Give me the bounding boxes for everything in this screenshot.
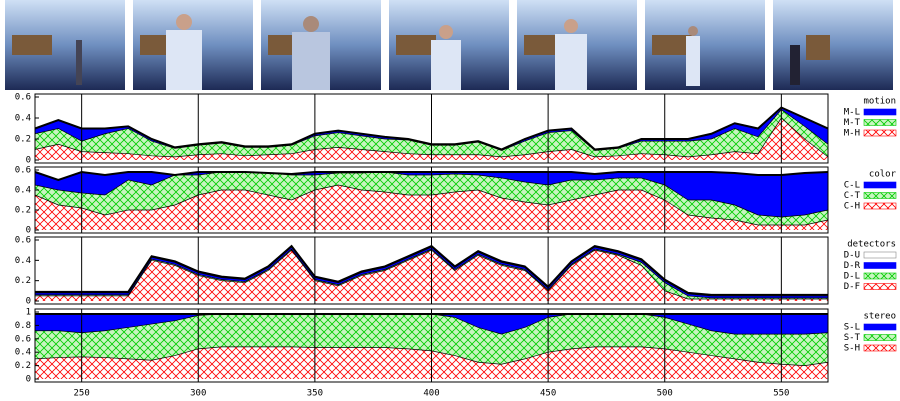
thumbnail	[517, 0, 637, 90]
x-tick-label: 500	[657, 389, 673, 399]
y-tick-label: 0.8	[15, 321, 31, 331]
y-tick-label: 0.2	[15, 206, 31, 216]
thumbnail	[645, 0, 765, 90]
thumbnail	[261, 0, 381, 90]
legend-swatch	[864, 182, 896, 188]
thumbnail	[5, 0, 125, 90]
legend-label: C-H	[844, 202, 860, 212]
legend-swatch	[864, 263, 896, 269]
panel: 0 0.2 0.4 0.6 color C-LC-TC-H	[15, 166, 897, 236]
legend-swatch	[864, 252, 896, 258]
y-tick-label: 0.6	[15, 93, 31, 103]
y-tick-label: 0.4	[15, 348, 31, 358]
legend-title: motion	[863, 97, 896, 107]
legend-swatch	[864, 284, 896, 290]
y-tick-label: 0.2	[15, 135, 31, 145]
legend-title: detectors	[847, 240, 896, 250]
thumbnail	[133, 0, 253, 90]
x-tick-label: 400	[423, 389, 439, 399]
legend-label: M-T	[844, 118, 861, 128]
legend-swatch	[864, 120, 896, 126]
legend-swatch	[864, 203, 896, 209]
y-tick-label: 0.4	[15, 186, 31, 196]
y-tick-label: 0.6	[15, 236, 31, 246]
legend-swatch	[864, 273, 896, 279]
legend-label: D-L	[844, 272, 860, 282]
legend-label: S-T	[844, 333, 861, 343]
chart: 0 0.2 0.4 0.6 motionM-LM-TM-H 0 0.2 0.4 0.6 color…	[0, 0, 900, 401]
legend-swatch	[864, 335, 896, 341]
legend-label: M-H	[844, 129, 860, 139]
legend-swatch	[864, 345, 896, 351]
y-tick-label: 0.6	[15, 166, 31, 176]
y-tick-label: 0	[26, 297, 31, 307]
thumbnails	[5, 0, 893, 90]
legend-title: stereo	[863, 312, 896, 322]
legend-label: D-F	[844, 282, 860, 292]
y-tick-label: 0.2	[15, 361, 31, 371]
legend-swatch	[864, 109, 896, 115]
y-tick-label: 1	[26, 308, 31, 318]
legend-swatch	[864, 193, 896, 199]
thumbnail	[389, 0, 509, 90]
x-tick-label: 350	[307, 389, 323, 399]
y-tick-label: 0.6	[15, 334, 31, 344]
legend-label: S-H	[844, 344, 860, 354]
legend-swatch	[864, 130, 896, 136]
legend-label: C-T	[844, 191, 861, 201]
x-tick-label: 450	[540, 389, 556, 399]
x-tick-label: 550	[773, 389, 789, 399]
y-tick-label: 0	[26, 226, 31, 236]
legend-label: C-L	[844, 181, 860, 191]
legend-label: S-L	[844, 323, 860, 333]
y-tick-label: 0	[26, 156, 31, 166]
legend-label: D-R	[844, 261, 861, 271]
y-tick-label: 0.4	[15, 114, 31, 124]
y-tick-label: 0	[26, 375, 31, 385]
y-tick-label: 0.2	[15, 276, 31, 286]
legend-title: color	[869, 170, 897, 180]
x-tick-label: 250	[74, 389, 90, 399]
legend-label: D-U	[844, 251, 860, 261]
thumbnail	[773, 0, 893, 90]
legend-swatch	[864, 324, 896, 330]
x-tick-label: 300	[190, 389, 206, 399]
y-tick-label: 0.4	[15, 256, 31, 266]
legend-label: M-L	[844, 108, 860, 118]
